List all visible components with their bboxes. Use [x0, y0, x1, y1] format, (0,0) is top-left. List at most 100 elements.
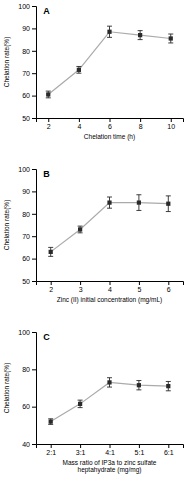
- y-axis: 40 60 80 100: [18, 329, 36, 448]
- error-bar: [46, 91, 51, 98]
- marker: [77, 68, 81, 72]
- line: [51, 382, 169, 421]
- y-axis-title: Chelation rate(%): [3, 37, 11, 88]
- x-axis-title: Mass ratio of IP3a to zinc sulfateheptah…: [63, 459, 157, 474]
- tick-mark: [168, 281, 169, 285]
- tick-mark: [110, 118, 111, 122]
- marker: [138, 33, 142, 37]
- x-tick: 4: [108, 281, 112, 293]
- tick-label: 2: [47, 123, 51, 130]
- y-axis: 5060708090100: [18, 3, 36, 122]
- plot-area: [48, 195, 171, 257]
- y-axis-title: Chelation rate(%): [3, 363, 11, 414]
- y-tick: 80: [22, 48, 36, 55]
- tick-label: 70: [22, 70, 30, 77]
- x-tick: 4:1: [105, 444, 115, 456]
- tick-label: 8: [139, 123, 143, 130]
- x-tick: 6: [167, 281, 171, 293]
- tick-label: 100: [18, 166, 30, 173]
- tick-label: 6:1: [164, 449, 174, 456]
- tick-label: 2: [49, 286, 53, 293]
- panel-label: A: [43, 6, 50, 16]
- y-tick: 100: [18, 166, 36, 173]
- tick-label: 10: [167, 123, 175, 130]
- error-bar: [136, 381, 141, 390]
- tick-label: 90: [22, 188, 30, 195]
- tick-mark: [32, 236, 36, 237]
- axis-line: [32, 7, 37, 119]
- x-tick: 2: [49, 281, 53, 293]
- tick-mark: [32, 444, 36, 445]
- marker: [46, 92, 50, 96]
- marker: [78, 227, 82, 231]
- x-tick: 3: [79, 281, 83, 293]
- panel: 2:13:14:15:16:1406080100Mass ratio of IP…: [3, 329, 184, 475]
- marker: [107, 200, 111, 204]
- error-bar: [78, 400, 83, 407]
- error-bar: [78, 226, 83, 233]
- error-bar: [136, 195, 141, 211]
- x-tick: 8: [139, 118, 143, 130]
- marker: [49, 419, 53, 423]
- line: [48, 32, 171, 95]
- tick-mark: [168, 444, 169, 448]
- y-axis-title: Chelation rate(%): [3, 200, 11, 251]
- tick-label: 100: [18, 329, 30, 336]
- tick-mark: [32, 332, 36, 333]
- x-tick: 3:1: [76, 444, 86, 456]
- tick-mark: [171, 118, 172, 122]
- x-tick: 2:1: [46, 444, 56, 456]
- tick-label: 70: [22, 233, 30, 240]
- tick-label: 80: [22, 366, 30, 373]
- tick-label: 5: [137, 286, 141, 293]
- tick-label: 100: [18, 3, 30, 10]
- axis-line: [37, 282, 184, 286]
- y-tick: 100: [18, 3, 36, 10]
- y-tick: 70: [22, 70, 36, 77]
- y-tick: 70: [22, 233, 36, 240]
- marker: [107, 380, 111, 384]
- x-axis: 2 3 4 5 6: [37, 281, 184, 293]
- error-bar: [138, 31, 143, 40]
- x-axis: 246810: [37, 118, 184, 130]
- tick-mark: [32, 169, 36, 170]
- tick-mark: [51, 281, 52, 285]
- tick-mark: [32, 6, 36, 7]
- error-bar: [107, 197, 112, 208]
- tick-label: 80: [22, 211, 30, 218]
- x-tick: 5: [137, 281, 141, 293]
- marker: [137, 383, 141, 387]
- axis-line: [37, 119, 184, 123]
- tick-mark: [139, 281, 140, 285]
- tick-mark: [32, 259, 36, 260]
- x-axis-title: Zinc (II) initial concentration (mg/mL): [57, 296, 162, 304]
- tick-mark: [32, 51, 36, 52]
- y-tick: 90: [22, 188, 36, 195]
- tick-label: 60: [22, 255, 30, 262]
- tick-mark: [32, 369, 36, 370]
- marker: [169, 36, 173, 40]
- tick-label: 90: [22, 25, 30, 32]
- tick-mark: [48, 118, 49, 122]
- x-tick: 6: [108, 118, 112, 130]
- y-tick: 90: [22, 25, 36, 32]
- y-tick: 60: [22, 403, 36, 410]
- tick-label: 4: [108, 286, 112, 293]
- tick-mark: [32, 28, 36, 29]
- tick-mark: [32, 281, 36, 282]
- x-axis-title: Chelation time (h): [84, 133, 135, 141]
- tick-label: 3: [79, 286, 83, 293]
- tick-label: 3:1: [76, 449, 86, 456]
- axis-line: [32, 170, 37, 282]
- panel: 2468105060708090100Chelation time (h)Che…: [3, 3, 184, 141]
- tick-label: 6: [167, 286, 171, 293]
- tick-label: 50: [22, 278, 30, 285]
- marker: [166, 202, 170, 206]
- tick-mark: [32, 96, 36, 97]
- error-bar: [168, 34, 173, 43]
- y-tick: 40: [22, 441, 36, 448]
- tick-label: 2:1: [46, 449, 56, 456]
- tick-mark: [51, 444, 52, 448]
- marker: [166, 384, 170, 388]
- tick-mark: [79, 118, 80, 122]
